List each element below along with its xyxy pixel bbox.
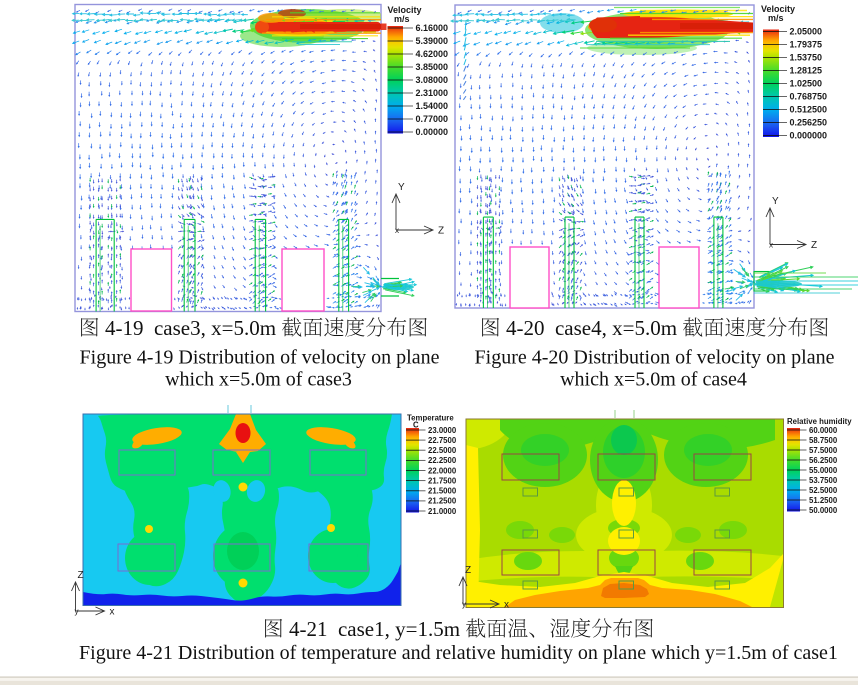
svg-text:Z: Z bbox=[811, 240, 817, 251]
svg-text:55.0000: 55.0000 bbox=[809, 466, 838, 475]
svg-text:Y: Y bbox=[398, 182, 405, 193]
svg-text:which x=5.0m of case4: which x=5.0m of case4 bbox=[560, 369, 747, 391]
svg-text:1.54000: 1.54000 bbox=[416, 101, 449, 111]
svg-text:53.7500: 53.7500 bbox=[809, 476, 838, 485]
svg-text:m/s: m/s bbox=[768, 13, 784, 23]
svg-text:Figure 4-20 Distribution of ve: Figure 4-20 Distribution of velocity on … bbox=[475, 347, 835, 369]
svg-text:22.2500: 22.2500 bbox=[428, 456, 457, 465]
svg-text:Z: Z bbox=[465, 565, 471, 576]
svg-text:0.768750: 0.768750 bbox=[790, 92, 828, 102]
svg-text:0.256250: 0.256250 bbox=[790, 118, 828, 128]
svg-text:y: y bbox=[462, 600, 466, 609]
svg-text:22.5000: 22.5000 bbox=[428, 446, 457, 455]
svg-text:0.000000: 0.000000 bbox=[790, 131, 828, 141]
svg-text:Figure 4-19 Distribution of ve: Figure 4-19 Distribution of velocity on … bbox=[80, 347, 440, 369]
svg-text:0.00000: 0.00000 bbox=[416, 127, 449, 137]
svg-text:x: x bbox=[769, 241, 773, 250]
svg-text:Figure 4-21 Distribution of te: Figure 4-21 Distribution of temperature … bbox=[79, 642, 838, 664]
svg-text:m/s: m/s bbox=[394, 14, 410, 24]
svg-text:Temperature: Temperature bbox=[407, 414, 454, 423]
svg-text:1.02500: 1.02500 bbox=[790, 79, 823, 89]
svg-text:21.7500: 21.7500 bbox=[428, 476, 457, 485]
svg-text:1.28125: 1.28125 bbox=[790, 66, 823, 76]
svg-text:Relative humidity: Relative humidity bbox=[787, 417, 852, 426]
svg-text:1.79375: 1.79375 bbox=[790, 40, 823, 50]
svg-text:21.0000: 21.0000 bbox=[428, 507, 457, 516]
svg-text:4-21 case1, y=1.5m: 4-21 case1, y=1.5m bbox=[284, 617, 466, 641]
svg-text:Velocity: Velocity bbox=[761, 4, 795, 14]
svg-text:1.53750: 1.53750 bbox=[790, 53, 823, 63]
svg-text:21.2500: 21.2500 bbox=[428, 497, 457, 506]
svg-text:51.2500: 51.2500 bbox=[809, 496, 838, 505]
svg-text:2.31000: 2.31000 bbox=[416, 88, 449, 98]
svg-text:50.0000: 50.0000 bbox=[809, 506, 838, 515]
svg-text:22.0000: 22.0000 bbox=[428, 466, 457, 475]
svg-text:58.7500: 58.7500 bbox=[809, 436, 838, 445]
svg-text:Y: Y bbox=[772, 196, 779, 207]
svg-text:x: x bbox=[504, 600, 509, 611]
svg-text:6.16000: 6.16000 bbox=[416, 23, 449, 33]
svg-text:57.5000: 57.5000 bbox=[809, 446, 838, 455]
svg-text:56.2500: 56.2500 bbox=[809, 456, 838, 465]
svg-text:3.08000: 3.08000 bbox=[416, 75, 449, 85]
svg-text:x: x bbox=[110, 607, 115, 618]
svg-text:C: C bbox=[413, 421, 419, 430]
svg-text:Z: Z bbox=[438, 226, 444, 237]
svg-text:21.5000: 21.5000 bbox=[428, 487, 457, 496]
svg-text:y: y bbox=[75, 607, 79, 616]
svg-text:52.5000: 52.5000 bbox=[809, 486, 838, 495]
svg-text:3.85000: 3.85000 bbox=[416, 62, 449, 72]
svg-text:Z: Z bbox=[78, 570, 84, 581]
svg-text:Velocity: Velocity bbox=[388, 5, 422, 15]
svg-text:4-20 case4, x=5.0m: 4-20 case4, x=5.0m bbox=[501, 316, 683, 340]
svg-text:2.05000: 2.05000 bbox=[790, 27, 823, 37]
svg-text:x: x bbox=[395, 226, 399, 235]
svg-text:60.0000: 60.0000 bbox=[809, 426, 838, 435]
svg-text:22.7500: 22.7500 bbox=[428, 436, 457, 445]
svg-text:0.77000: 0.77000 bbox=[416, 114, 449, 124]
svg-text:which x=5.0m of case3: which x=5.0m of case3 bbox=[165, 369, 352, 391]
svg-text:4.62000: 4.62000 bbox=[416, 49, 449, 59]
svg-text:5.39000: 5.39000 bbox=[416, 36, 449, 46]
svg-text:23.0000: 23.0000 bbox=[428, 426, 457, 435]
svg-text:4-19 case3, x=5.0m: 4-19 case3, x=5.0m bbox=[100, 316, 282, 340]
svg-text:0.512500: 0.512500 bbox=[790, 105, 828, 115]
